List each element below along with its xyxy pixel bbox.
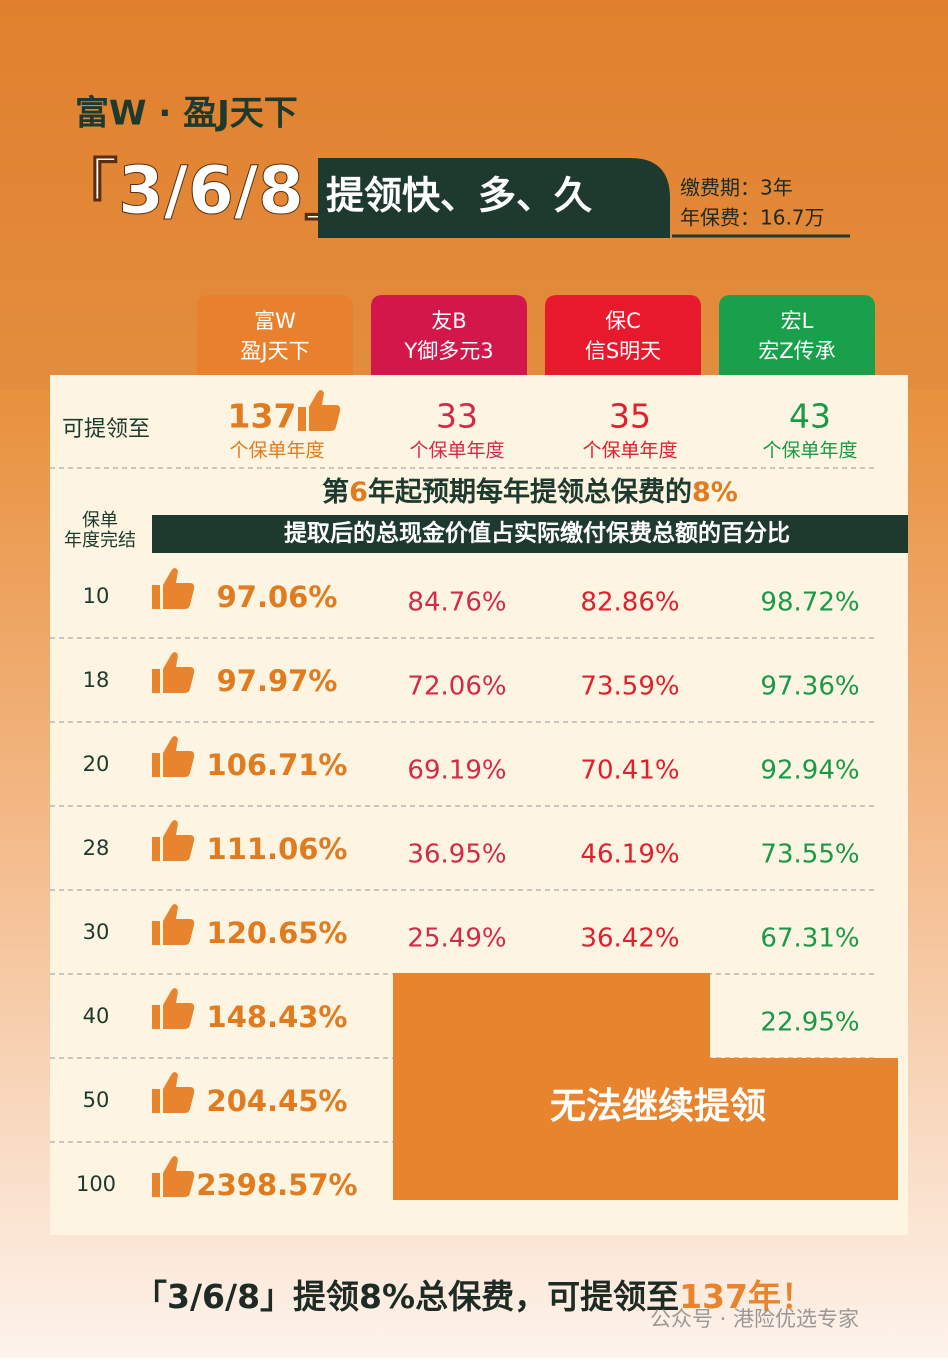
slogan-bracket: 「3/6/8」 (52, 152, 370, 229)
subtitle: 提取后的总现金价值占实际缴付保费总额的百分比 (284, 520, 790, 547)
row-value: 97.06% (217, 580, 338, 614)
product-name: 宏L (781, 309, 814, 333)
product-tab (719, 295, 875, 375)
footer-text: 「3/6/8」提领8%总保费，可提领至 (134, 1277, 679, 1316)
row-year: 28 (83, 836, 110, 860)
table-rows: 10 97.06% 84.76% 82.86% 98.72% 18 97.97% 72.06%… (50, 580, 876, 1202)
row-value: 69.19% (407, 756, 506, 786)
product-tab (371, 295, 527, 375)
row-value: 111.06% (207, 832, 348, 866)
row-value: 106.71% (207, 748, 348, 782)
years-value: 43 (789, 397, 831, 436)
row-value: 92.94% (760, 756, 859, 786)
years-unit: 个保单年度 (762, 440, 857, 462)
row-value: 25.49% (407, 924, 506, 954)
footer: 「3/6/8」提领8%总保费，可提领至137年！ (134, 1277, 814, 1316)
info: 缴费期：3年 (680, 176, 793, 200)
brand: 富W · 盈J天下 (75, 94, 298, 134)
years-value: 33 (436, 397, 478, 436)
years-unit: 个保单年度 (229, 440, 324, 462)
row-value: 82.86% (580, 588, 679, 618)
product-tab (545, 295, 701, 375)
row-year: 50 (83, 1088, 110, 1112)
row-value: 70.41% (580, 756, 679, 786)
thumb-icon (152, 736, 195, 777)
thumb-icon (152, 1072, 195, 1113)
banner: 第6年起预期每年提领总保费的8% (322, 476, 738, 508)
row-value: 120.65% (207, 916, 348, 950)
no-withdrawal: 无法继续提领 (550, 1086, 766, 1127)
thumb-icon (152, 568, 195, 609)
thumb-icon (152, 988, 195, 1029)
row-value: 73.59% (580, 672, 679, 702)
product-name: 保C (605, 309, 641, 333)
year-header: 保单 (82, 510, 118, 531)
banner-part: 年起预期每年提领总保费的 (368, 476, 692, 508)
banner-highlight: 6 (349, 477, 368, 508)
product-plan: 信S明天 (585, 339, 661, 363)
row-value: 148.43% (207, 1000, 348, 1034)
row-value: 36.42% (580, 924, 679, 954)
product-name: 友B (431, 309, 466, 333)
row-value: 72.06% (407, 672, 506, 702)
row-value: 204.45% (207, 1084, 348, 1118)
row-value: 67.31% (760, 924, 859, 954)
footer-highlight: 137年！ (679, 1277, 814, 1316)
product-plan: 盈J天下 (240, 339, 309, 363)
thumb-icon (152, 1156, 195, 1197)
row-value: 97.97% (217, 664, 338, 698)
row-value: 2398.57% (196, 1168, 357, 1202)
product-plan: Y御多元3 (403, 339, 493, 363)
thumb-icon (152, 820, 195, 861)
subtitle-bar (152, 515, 908, 553)
row-value: 84.76% (407, 588, 506, 618)
row-value: 97.36% (760, 672, 859, 702)
row-year: 20 (83, 752, 110, 776)
years-unit: 个保单年度 (582, 440, 677, 462)
year-header: 年度完结 (64, 530, 136, 551)
row-value: 98.72% (760, 588, 859, 618)
no-withdrawal-block (393, 973, 898, 1200)
row-value: 22.95% (760, 1008, 859, 1038)
slogan-box (318, 158, 670, 238)
product-tab (197, 295, 353, 375)
row-year: 10 (83, 584, 110, 608)
banner-highlight: 8% (692, 477, 738, 508)
banner-part: 第 (322, 476, 349, 508)
product-name: 富W (254, 309, 296, 333)
row-value: 36.95% (407, 840, 506, 870)
thumb-icon (152, 904, 195, 945)
info: 年保费：16.7万 (680, 206, 825, 230)
row-value: 46.19% (580, 840, 679, 870)
thumb-icon (152, 652, 195, 693)
row-value: 73.55% (760, 840, 859, 870)
years-label: 可提领至 (62, 417, 150, 442)
years-unit: 个保单年度 (409, 440, 504, 462)
slogan: 提领快、多、久 (326, 174, 592, 218)
watermark: 公众号 · 港险优选专家 (650, 1307, 859, 1331)
years-value: 35 (609, 397, 651, 436)
years-value: 137 (228, 397, 297, 436)
row-year: 18 (83, 668, 110, 692)
row-year: 40 (83, 1004, 110, 1028)
product-plan: 宏Z传承 (758, 339, 835, 363)
row-year: 100 (76, 1172, 116, 1196)
thumb-icon (298, 390, 341, 431)
row-year: 30 (83, 920, 110, 944)
